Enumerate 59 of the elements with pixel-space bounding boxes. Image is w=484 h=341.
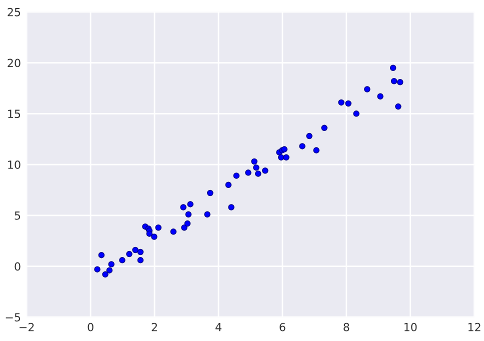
point (364, 86, 370, 92)
point (321, 124, 328, 132)
point (98, 252, 105, 258)
x-tick-label: 6 (280, 322, 286, 332)
point (94, 266, 100, 272)
point (262, 168, 268, 174)
point (299, 143, 306, 150)
y-tick-label: 20 (8, 58, 20, 68)
point (184, 220, 191, 227)
y-tick-label: 0 (14, 262, 20, 271)
point (283, 154, 290, 161)
point (233, 172, 240, 179)
point (278, 154, 284, 161)
point (106, 267, 113, 274)
x-tick-label: 2 (152, 322, 157, 332)
point (108, 261, 114, 268)
point (146, 230, 153, 237)
x-tick-label: −2 (20, 322, 34, 332)
point (155, 224, 162, 231)
point (390, 64, 396, 72)
point (255, 170, 262, 177)
point (102, 271, 108, 278)
y-tick-label: 5 (14, 212, 20, 220)
point (395, 103, 402, 110)
point (181, 224, 188, 231)
point (187, 201, 194, 208)
point (207, 190, 214, 196)
point (390, 78, 398, 84)
x-tick-label: 4 (216, 323, 222, 332)
point (204, 211, 210, 218)
point (353, 110, 360, 117)
x-tick-label: 12 (468, 322, 480, 332)
y-tick-label: −5 (6, 313, 20, 322)
point (228, 204, 234, 210)
x-tick-label: 0 (88, 322, 94, 332)
point (185, 211, 192, 218)
point (377, 93, 384, 100)
point (338, 99, 344, 106)
point (245, 170, 252, 176)
point (132, 246, 138, 254)
point (251, 158, 258, 165)
point (137, 257, 144, 264)
point (126, 250, 132, 258)
point (306, 132, 312, 140)
point (345, 100, 352, 107)
point (253, 164, 260, 171)
point (397, 79, 404, 86)
point (137, 248, 144, 256)
y-tick-label: 25 (8, 8, 20, 16)
point (119, 257, 126, 264)
point (180, 204, 186, 210)
point (225, 182, 232, 188)
point (151, 234, 158, 240)
y-tick-label: 10 (8, 160, 20, 169)
y-tick-label: 15 (8, 110, 20, 118)
point (313, 147, 320, 154)
x-tick-label: 10 (404, 322, 417, 332)
point (170, 228, 177, 235)
x-tick-label: 8 (344, 322, 350, 332)
